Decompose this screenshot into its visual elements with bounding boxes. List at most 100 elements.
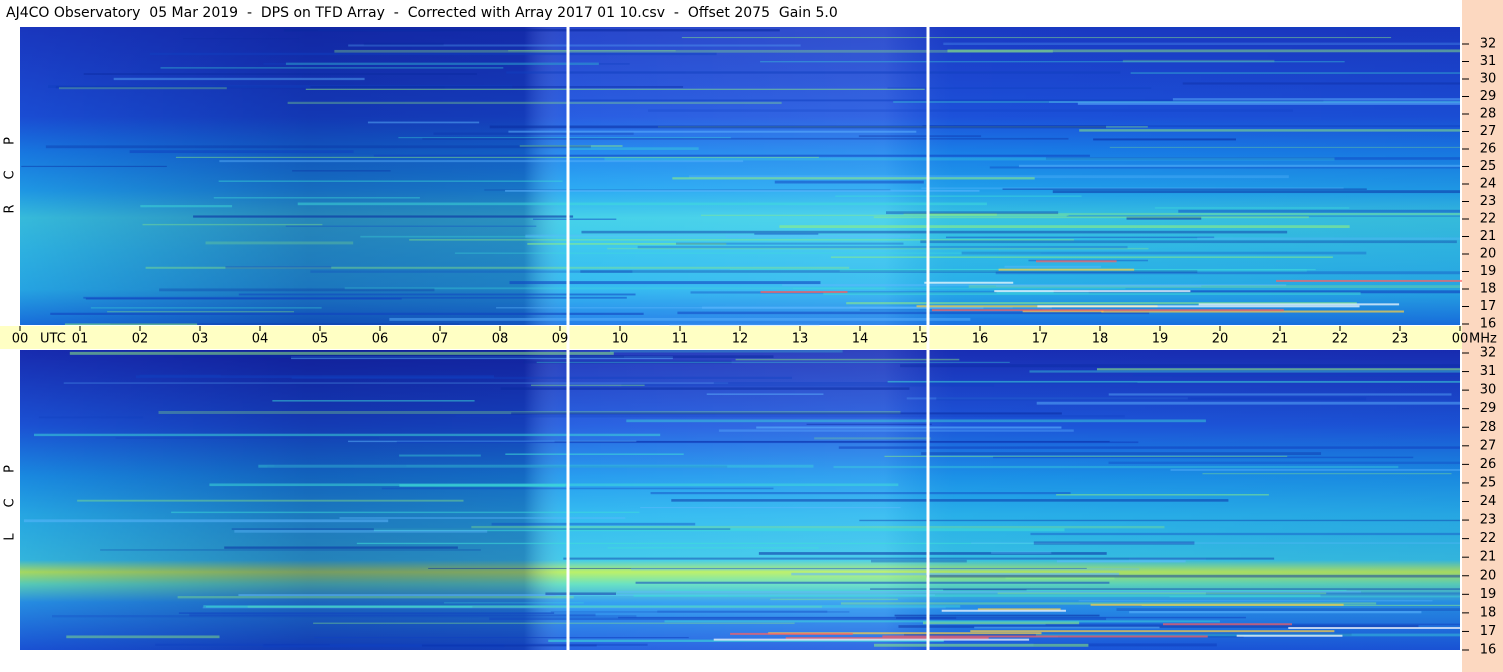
texture-stripe: [672, 177, 1035, 180]
texture-stripe: [90, 307, 322, 309]
texture-stripe: [676, 242, 904, 245]
texture-stripe: [145, 266, 850, 269]
texture-stripe: [1053, 290, 1460, 294]
texture-stripe: [830, 256, 1333, 258]
texture-stripe: [894, 614, 1100, 617]
panel-label: R: [3, 204, 18, 213]
burst-stripe: [1037, 305, 1360, 308]
texture-stripe: [533, 218, 617, 220]
texture-stripe: [991, 551, 1052, 554]
texture-stripe: [774, 180, 924, 184]
burst-stripe: [882, 635, 1208, 638]
texture-stripe: [1154, 207, 1350, 209]
texture-stripe: [505, 189, 980, 192]
texture-stripe: [69, 351, 614, 355]
texture-stripe: [1018, 164, 1460, 168]
freq-label: 25: [1480, 475, 1497, 490]
burst-stripe: [994, 290, 1191, 293]
panel-label: P: [3, 137, 18, 145]
burst-stripe: [730, 632, 853, 635]
texture-stripe: [782, 284, 1287, 287]
texture-stripe: [1126, 216, 1202, 220]
texture-stripe: [700, 214, 1069, 216]
texture-stripe: [640, 507, 901, 509]
texture-stripe: [567, 99, 1324, 102]
time-label: 15: [912, 332, 929, 347]
texture-stripe: [718, 429, 1074, 432]
texture-stripe: [545, 592, 616, 595]
panel-label: P: [3, 465, 18, 473]
texture-stripe: [702, 306, 984, 309]
freq-label: 26: [1480, 142, 1497, 157]
texture-stripe: [64, 323, 198, 326]
freq-label: 32: [1480, 37, 1497, 52]
time-label: 20: [1212, 332, 1229, 347]
texture-stripe: [360, 235, 726, 238]
texture-stripe: [903, 212, 1460, 216]
freq-label: 25: [1480, 159, 1497, 174]
texture-stripe: [1122, 59, 1275, 63]
texture-stripe: [285, 225, 537, 227]
texture-stripe: [1079, 129, 1460, 132]
texture-stripe: [373, 528, 1065, 532]
texture-stripe: [1052, 190, 1460, 194]
rcp-shade: [20, 27, 1460, 325]
texture-stripe: [859, 519, 1460, 522]
texture-stripe: [285, 62, 599, 65]
texture-stripe: [904, 633, 1352, 636]
texture-stripe: [758, 552, 1107, 555]
time-axis-strip: [0, 326, 1462, 349]
texture-stripe: [234, 529, 488, 533]
texture-stripe: [297, 202, 987, 206]
freq-label: 30: [1480, 72, 1497, 87]
texture-stripe: [618, 616, 1246, 619]
texture-stripe: [85, 297, 402, 300]
texture-stripe: [189, 613, 596, 617]
texture-stripe: [1128, 557, 1206, 561]
texture-stripe: [339, 517, 626, 519]
texture-stripe: [399, 454, 481, 457]
texture-stripe: [665, 589, 1347, 591]
burst-stripe: [998, 268, 1135, 271]
freq-label: 31: [1480, 364, 1497, 379]
texture-stripe: [21, 165, 167, 168]
texture-stripe: [887, 87, 1152, 89]
texture-stripe: [193, 215, 574, 218]
texture-stripe: [995, 271, 1460, 275]
texture-stripe: [971, 542, 1460, 544]
texture-stripe: [183, 38, 300, 40]
freq-label: 24: [1480, 177, 1497, 192]
freq-label: 19: [1480, 587, 1497, 602]
burst-stripe: [924, 281, 1014, 284]
time-label: 17: [1032, 332, 1049, 347]
burst-stripe: [1276, 279, 1503, 282]
texture-stripe: [1022, 27, 1460, 29]
texture-stripe: [735, 358, 960, 361]
texture-stripe: [471, 525, 1165, 529]
texture-stripe: [506, 71, 1121, 74]
burst-stripe: [760, 291, 848, 294]
freq-label: 31: [1480, 54, 1497, 69]
texture-stripe: [945, 236, 1215, 239]
texture-stripe: [921, 187, 1344, 190]
texture-stripe: [238, 293, 636, 296]
title: AJ4CO Observatory 05 Mar 2019 - DPS on T…: [6, 5, 838, 21]
texture-stripe: [1170, 469, 1460, 471]
time-label: 18: [1092, 332, 1109, 347]
texture-stripe: [83, 296, 627, 299]
freq-label: 22: [1480, 531, 1497, 546]
texture-stripe: [1124, 27, 1388, 29]
texture-stripe: [1049, 101, 1460, 103]
freq-label: 20: [1480, 568, 1497, 583]
panel-label: C: [3, 498, 18, 507]
texture-stripe: [926, 574, 1460, 578]
texture-stripe: [806, 423, 932, 425]
freq-label: 24: [1480, 494, 1497, 509]
texture-stripe: [996, 284, 1202, 288]
freq-label: 30: [1480, 383, 1497, 398]
texture-stripe: [33, 433, 661, 437]
texture-stripe: [203, 605, 961, 608]
burst-stripe: [941, 609, 1066, 612]
texture-stripe: [225, 266, 332, 269]
panel-label: L: [3, 533, 18, 541]
